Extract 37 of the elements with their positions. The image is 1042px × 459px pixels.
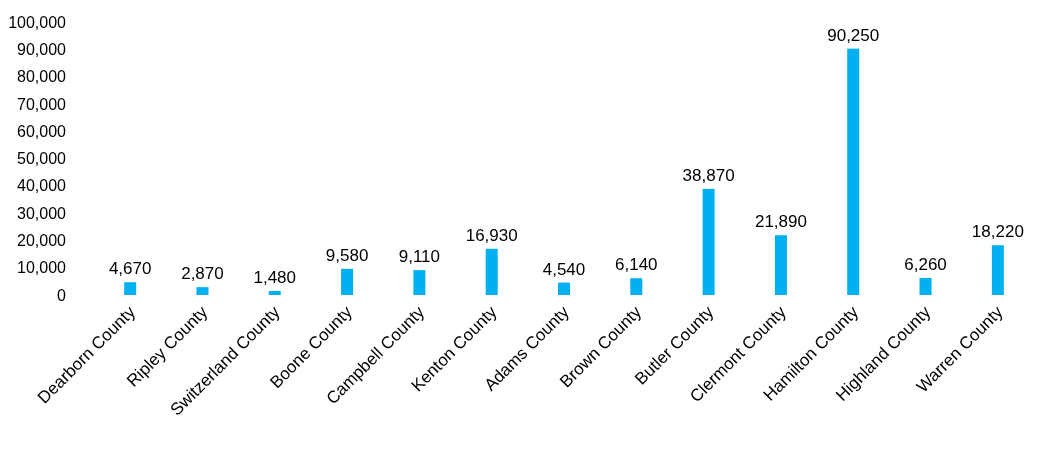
y-tick-label: 60,000 bbox=[17, 122, 67, 140]
bar bbox=[341, 268, 354, 295]
data-label: 6,260 bbox=[904, 254, 947, 274]
bar bbox=[630, 278, 643, 295]
data-label: 4,670 bbox=[108, 259, 152, 279]
bar bbox=[774, 235, 787, 295]
y-tick-label: 80,000 bbox=[17, 68, 67, 86]
bar bbox=[991, 245, 1004, 295]
y-tick-label: 10,000 bbox=[17, 259, 67, 277]
data-label: 4,540 bbox=[542, 259, 586, 279]
data-label: 9,580 bbox=[325, 245, 369, 265]
bar bbox=[485, 248, 498, 295]
bar bbox=[919, 277, 932, 295]
y-tick-label: 70,000 bbox=[17, 95, 67, 113]
bar bbox=[847, 48, 860, 295]
bar bbox=[196, 287, 209, 295]
y-tick-label: 0 bbox=[57, 286, 67, 304]
y-tick-label: 40,000 bbox=[17, 177, 67, 195]
data-label: 38,870 bbox=[682, 165, 735, 185]
data-label: 90,250 bbox=[827, 25, 880, 45]
data-label: 16,930 bbox=[465, 225, 518, 245]
y-tick-label: 100,000 bbox=[8, 13, 67, 31]
data-label: 1,480 bbox=[253, 267, 297, 287]
y-tick-label: 30,000 bbox=[17, 204, 67, 222]
bar bbox=[413, 270, 426, 295]
bar bbox=[558, 282, 570, 295]
bar bbox=[702, 188, 715, 295]
y-tick-label: 90,000 bbox=[17, 40, 67, 58]
data-label: 18,220 bbox=[971, 222, 1024, 242]
data-label: 21,890 bbox=[754, 212, 807, 232]
bar bbox=[124, 282, 137, 295]
data-label: 6,140 bbox=[615, 255, 658, 275]
data-label: 9,110 bbox=[398, 247, 441, 267]
y-tick-label: 50,000 bbox=[17, 150, 67, 168]
bar bbox=[268, 290, 281, 295]
data-label: 2,870 bbox=[181, 264, 224, 284]
y-tick-label: 20,000 bbox=[17, 232, 67, 249]
